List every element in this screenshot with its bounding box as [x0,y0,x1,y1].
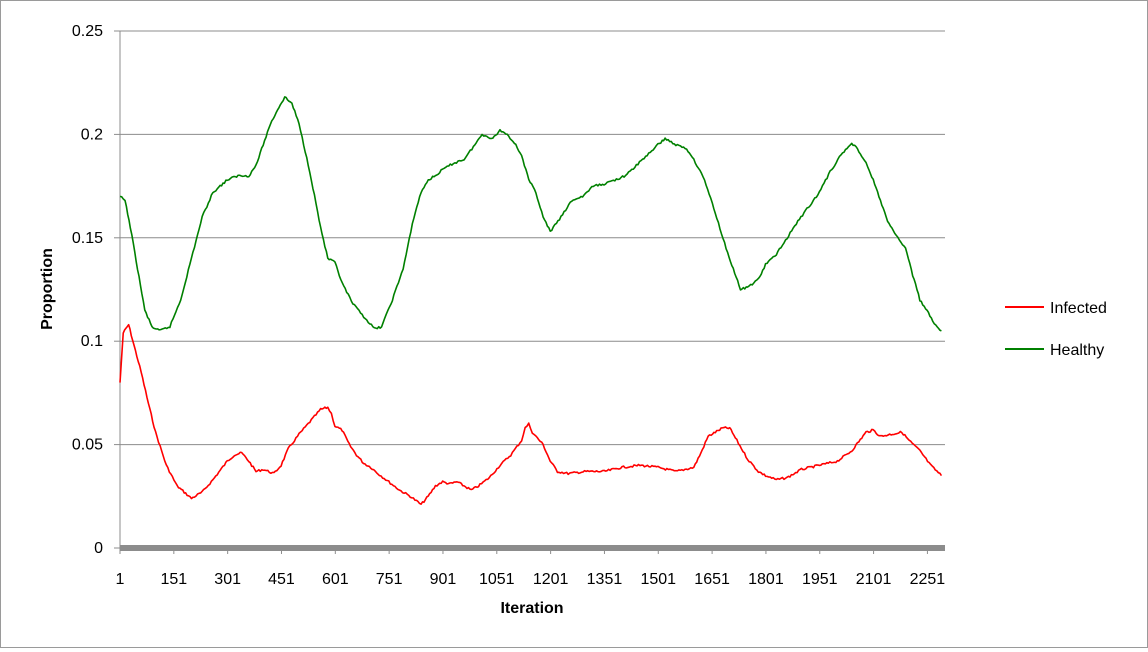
x-axis-title: Iteration [500,600,563,617]
y-axis-title: Proportion [39,248,56,330]
y-tick-label: 0.05 [72,437,103,454]
y-tick-label: 0.15 [72,230,103,247]
x-tick-label: 1051 [479,571,515,588]
x-tick-label: 751 [376,571,403,588]
x-tick-label: 2101 [856,571,892,588]
y-tick-label: 0.1 [81,333,103,350]
x-tick-label: 1 [116,571,125,588]
axes [114,30,945,554]
y-tick-label: 0 [94,540,103,557]
y-tick-label: 0.25 [72,23,103,40]
series-lines [119,96,943,505]
series-line-healthy [119,96,942,332]
gridlines [120,30,945,446]
x-tick-label: 2251 [910,571,946,588]
x-tick-label: 151 [160,571,187,588]
x-tick-label: 1351 [587,571,623,588]
x-tick-label: 1501 [640,571,676,588]
series-line-infected [119,323,943,505]
x-tick-label: 601 [322,571,349,588]
x-tick-label: 901 [430,571,457,588]
x-tick-label: 301 [214,571,241,588]
x-tick-labels: 1 151 301 451 601 751 901 1051 1201 1351 1501 1651 1… [116,571,946,588]
y-tick-labels: 0 0.05 0.1 0.15 0.2 0.25 [72,23,103,557]
x-tick-label: 451 [268,571,295,588]
x-tick-label: 1801 [748,571,784,588]
legend-label-healthy: Healthy [1050,342,1104,359]
y-tick-label: 0.2 [81,126,103,143]
x-tick-label: 1201 [533,571,569,588]
legend-label-infected: Infected [1050,300,1107,317]
legend: Infected Healthy [1005,300,1107,359]
x-tick-label: 1951 [802,571,838,588]
x-tick-label: 1651 [694,571,730,588]
